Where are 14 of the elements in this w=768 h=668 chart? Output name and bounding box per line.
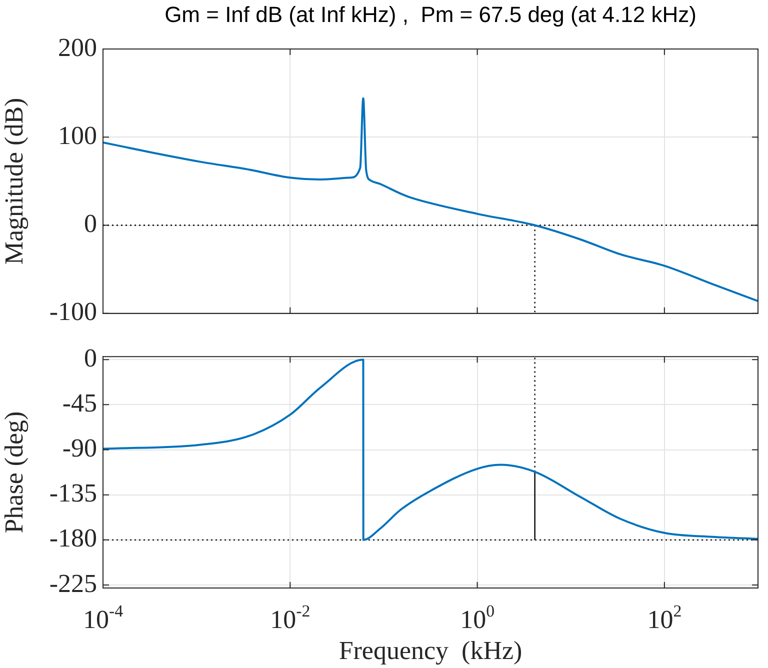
x-axis-title: Frequency (kHz) <box>338 636 522 666</box>
y-tick-label: 0 <box>84 343 97 372</box>
y-axis-title: Magnitude (dB) <box>0 98 28 265</box>
y-tick-label: -90 <box>62 434 97 463</box>
y-tick-label: 0 <box>84 209 97 238</box>
y-tick-label: -100 <box>49 297 97 326</box>
y-tick-label: -45 <box>62 388 97 418</box>
y-tick-label: 100 <box>58 120 97 150</box>
y-tick-label: -180 <box>49 524 97 553</box>
chart-title: Gm = Inf dB (at Inf kHz) , Pm = 67.5 deg (at 4.12 kHz) <box>164 2 696 27</box>
y-tick-label: -135 <box>49 478 97 508</box>
y-axis-title: Phase (deg) <box>0 411 28 534</box>
y-tick-label: -225 <box>49 568 97 598</box>
y-tick-label: 200 <box>58 32 97 62</box>
